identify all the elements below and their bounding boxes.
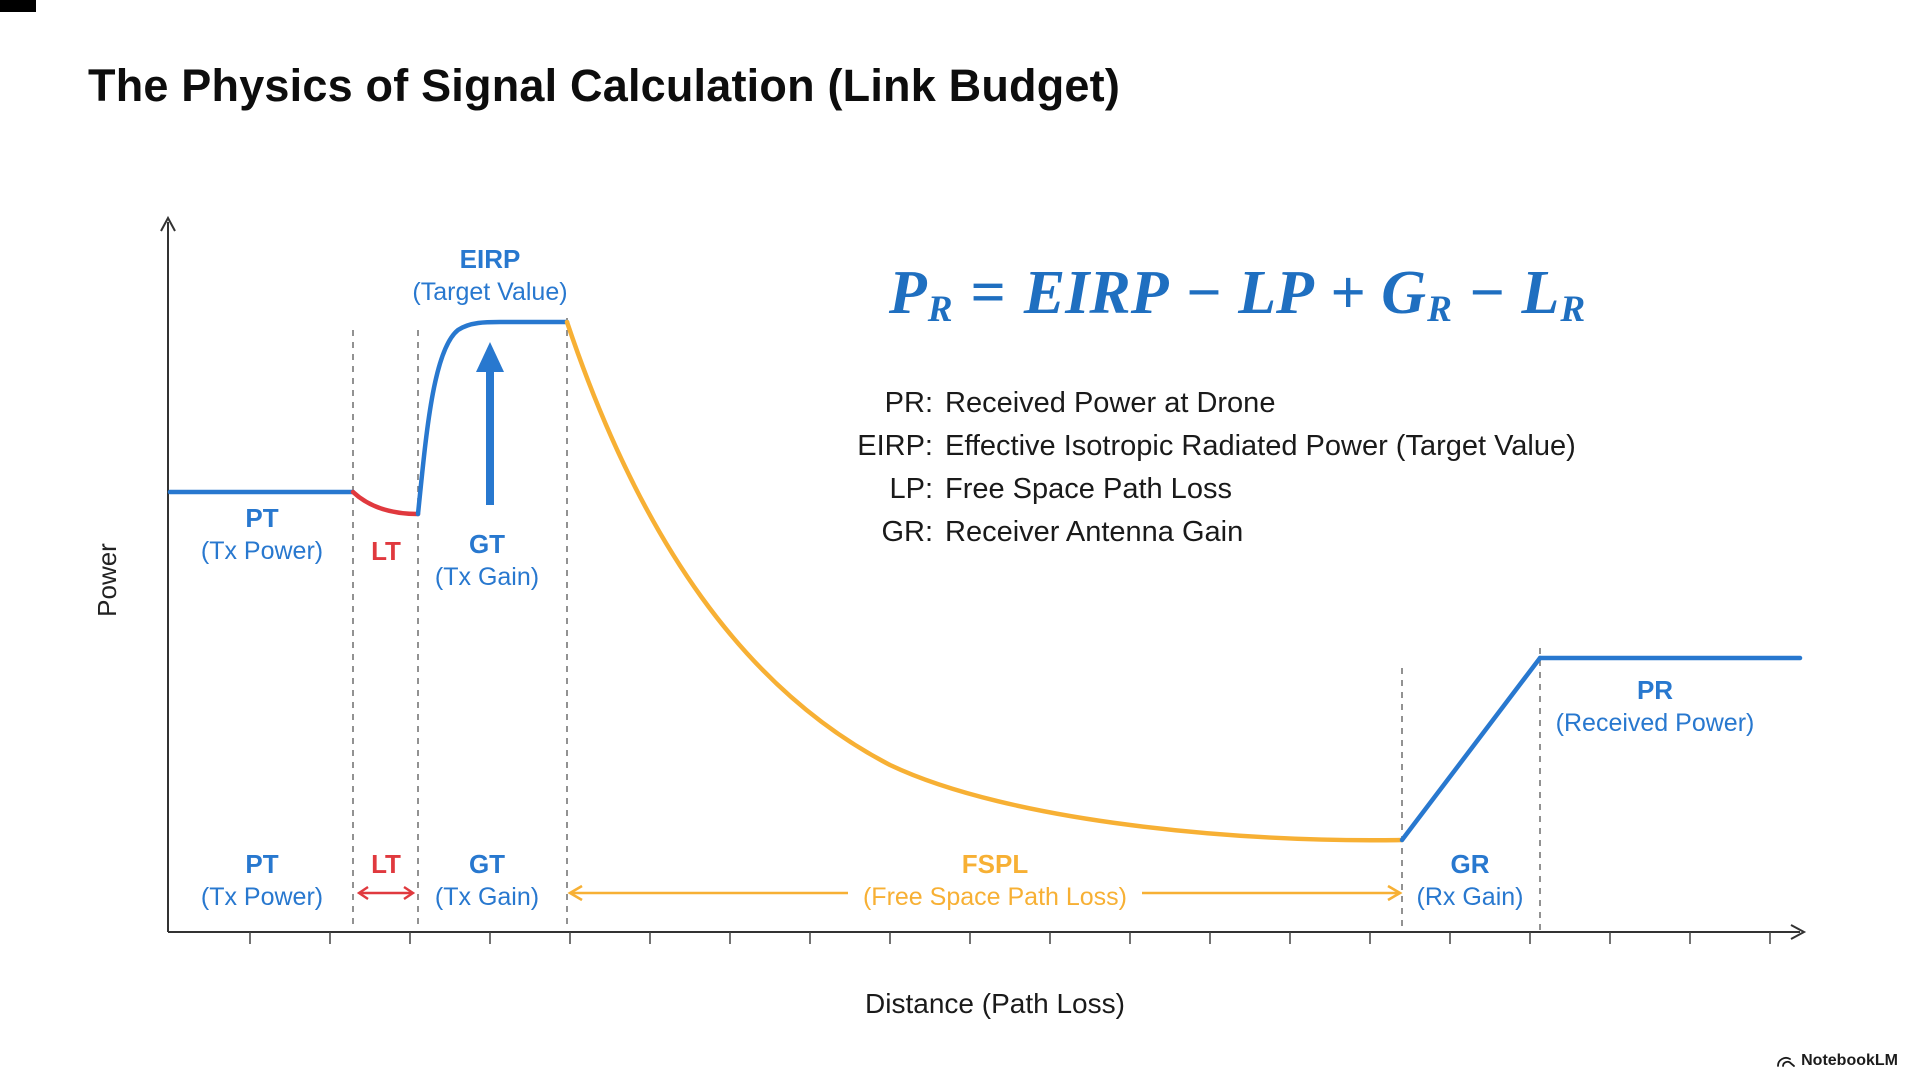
lt-upper-label: LT — [371, 536, 401, 566]
lt-range-arrowhead-right-icon — [403, 886, 416, 900]
gt-lower-label: GT (Tx Gain) — [434, 849, 540, 912]
notebooklm-logo-icon — [1777, 1057, 1796, 1067]
x-axis-label: Distance (Path Loss) — [865, 988, 1125, 1019]
corner-artifact — [0, 0, 36, 12]
formula-lp: LP — [1238, 259, 1314, 327]
gr-lower-label: GR (Rx Gain) — [1416, 849, 1524, 912]
notebooklm-watermark: NotebookLM — [1776, 1052, 1898, 1070]
lt-lower-label: LT — [371, 849, 401, 879]
lt-range-arrowhead-left-icon — [356, 886, 369, 900]
formula-lr: L — [1521, 259, 1560, 327]
formula-lhs: P — [888, 259, 927, 327]
legend-row-eirp: EIRP: Effective Isotropic Radiated Power… — [857, 430, 1576, 462]
watermark-label: NotebookLM — [1801, 1052, 1898, 1069]
formula-gr: G — [1381, 259, 1427, 327]
fspl-range-arrowhead-left-icon — [567, 884, 583, 902]
y-axis-arrow-icon — [160, 215, 176, 232]
gr-gain-line — [1399, 655, 1543, 843]
legend-row-pr: PR: Received Power at Drone — [884, 387, 1276, 419]
legend: PR: Received Power at Drone EIRP: Effect… — [845, 382, 1576, 554]
gt-gain-arrowhead-icon — [476, 342, 504, 372]
formula-eirp: EIRP — [1023, 259, 1169, 327]
page-title: The Physics of Signal Calculation (Link … — [88, 60, 1121, 111]
y-axis-label: Power — [92, 543, 122, 617]
legend-row-gr: GR: Receiver Antenna Gain — [881, 516, 1244, 548]
x-axis-arrow-icon — [1790, 924, 1807, 940]
x-axis-ticks — [249, 932, 1771, 944]
lt-loss-curve — [350, 489, 421, 517]
link-budget-formula: PR = EIRP − LP + GR − LR — [888, 259, 1586, 331]
pt-lower-label: PT (Tx Power) — [200, 849, 324, 912]
gt-upper-label: GT (Tx Gain) — [434, 529, 540, 592]
gt-gain-curve — [415, 319, 570, 517]
pt-upper-label: PT (Tx Power) — [200, 503, 324, 566]
pr-label: PR (Received Power) — [1555, 675, 1755, 738]
fspl-range-arrowhead-right-icon — [1387, 884, 1403, 902]
eirp-label: EIRP (Target Value) — [412, 244, 568, 307]
legend-row-lp: LP: Free Space Path Loss — [889, 473, 1232, 505]
fspl-decay-curve — [564, 319, 1405, 843]
fspl-label: FSPL (Free Space Path Loss) — [862, 849, 1127, 912]
